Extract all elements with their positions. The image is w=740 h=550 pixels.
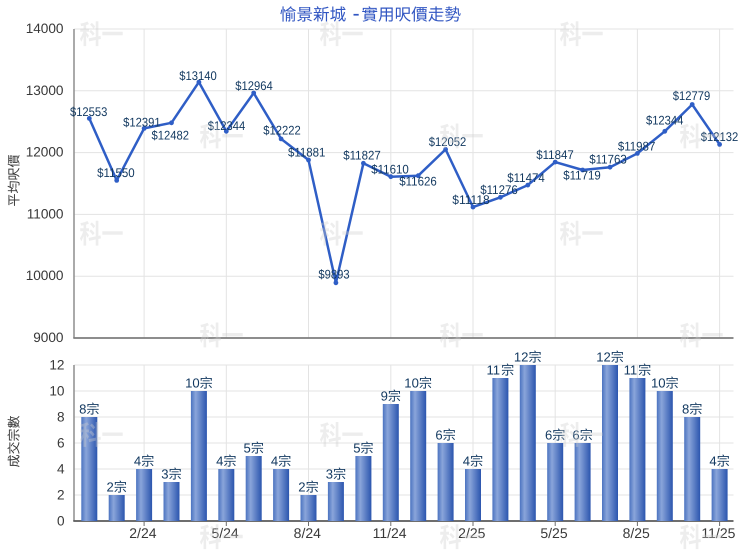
svg-text:$12779: $12779	[673, 89, 711, 103]
svg-text:14000: 14000	[26, 21, 64, 36]
svg-text:9000: 9000	[33, 330, 64, 345]
svg-text:12: 12	[596, 350, 611, 365]
svg-text:$11550: $11550	[97, 166, 135, 180]
svg-text:6: 6	[435, 428, 442, 443]
svg-text:5/24: 5/24	[211, 525, 238, 541]
svg-text:11000: 11000	[27, 206, 64, 221]
svg-text:13000: 13000	[26, 83, 64, 98]
svg-text:$11987: $11987	[618, 140, 656, 154]
svg-text:8/24: 8/24	[294, 525, 321, 541]
svg-text:4: 4	[463, 454, 470, 469]
svg-text:2: 2	[107, 480, 114, 495]
svg-text:5: 5	[353, 441, 360, 456]
svg-text:$11847: $11847	[536, 148, 574, 162]
svg-text:2: 2	[298, 480, 305, 495]
svg-text:$12964: $12964	[235, 79, 273, 93]
svg-text:$11118: $11118	[452, 193, 490, 207]
svg-text:2: 2	[57, 487, 65, 502]
svg-text:$9893: $9893	[318, 267, 349, 281]
svg-text:$11276: $11276	[480, 183, 518, 197]
svg-text:5: 5	[244, 441, 251, 456]
svg-text:8: 8	[682, 402, 689, 417]
svg-text:$12344: $12344	[646, 114, 684, 128]
svg-text:3: 3	[326, 467, 333, 482]
svg-text:9: 9	[381, 389, 388, 404]
svg-text:$12482: $12482	[152, 129, 190, 143]
svg-text:2/25: 2/25	[458, 525, 485, 541]
svg-text:12000: 12000	[26, 145, 64, 160]
svg-text:$12222: $12222	[263, 124, 301, 138]
svg-text:$11881: $11881	[288, 145, 326, 159]
svg-text:10: 10	[404, 376, 419, 391]
svg-text:4: 4	[709, 454, 716, 469]
svg-text:$11827: $11827	[343, 149, 381, 163]
svg-text:8: 8	[79, 402, 86, 417]
svg-text:$11763: $11763	[589, 152, 627, 166]
svg-text:$12553: $12553	[70, 105, 108, 119]
svg-text:3: 3	[161, 467, 168, 482]
svg-text:10: 10	[651, 376, 666, 391]
svg-text:11: 11	[487, 363, 501, 378]
svg-text:0: 0	[57, 513, 65, 528]
svg-text:11/24: 11/24	[373, 525, 407, 541]
svg-text:6: 6	[57, 435, 65, 450]
svg-text:4: 4	[216, 454, 223, 469]
svg-text:4: 4	[57, 461, 65, 476]
svg-text:$11474: $11474	[507, 171, 545, 185]
svg-text:10: 10	[49, 383, 65, 398]
svg-text:11: 11	[624, 363, 638, 378]
svg-text:4: 4	[134, 454, 141, 469]
svg-text:$11610: $11610	[371, 163, 409, 177]
svg-text:4: 4	[271, 454, 278, 469]
svg-text:$11719: $11719	[563, 169, 601, 183]
svg-text:$13140: $13140	[179, 69, 217, 83]
svg-text:8: 8	[57, 409, 65, 424]
svg-text:10000: 10000	[26, 268, 64, 283]
svg-text:12: 12	[514, 350, 529, 365]
svg-text:5/25: 5/25	[540, 525, 567, 541]
svg-text:10: 10	[185, 376, 200, 391]
svg-text:12: 12	[49, 357, 64, 372]
svg-text:$12391: $12391	[123, 115, 161, 129]
svg-text:$11626: $11626	[399, 174, 437, 188]
svg-text:2/24: 2/24	[129, 525, 156, 541]
svg-text:11/25: 11/25	[701, 525, 735, 541]
svg-text:8/25: 8/25	[623, 525, 650, 541]
svg-text:6: 6	[545, 428, 552, 443]
